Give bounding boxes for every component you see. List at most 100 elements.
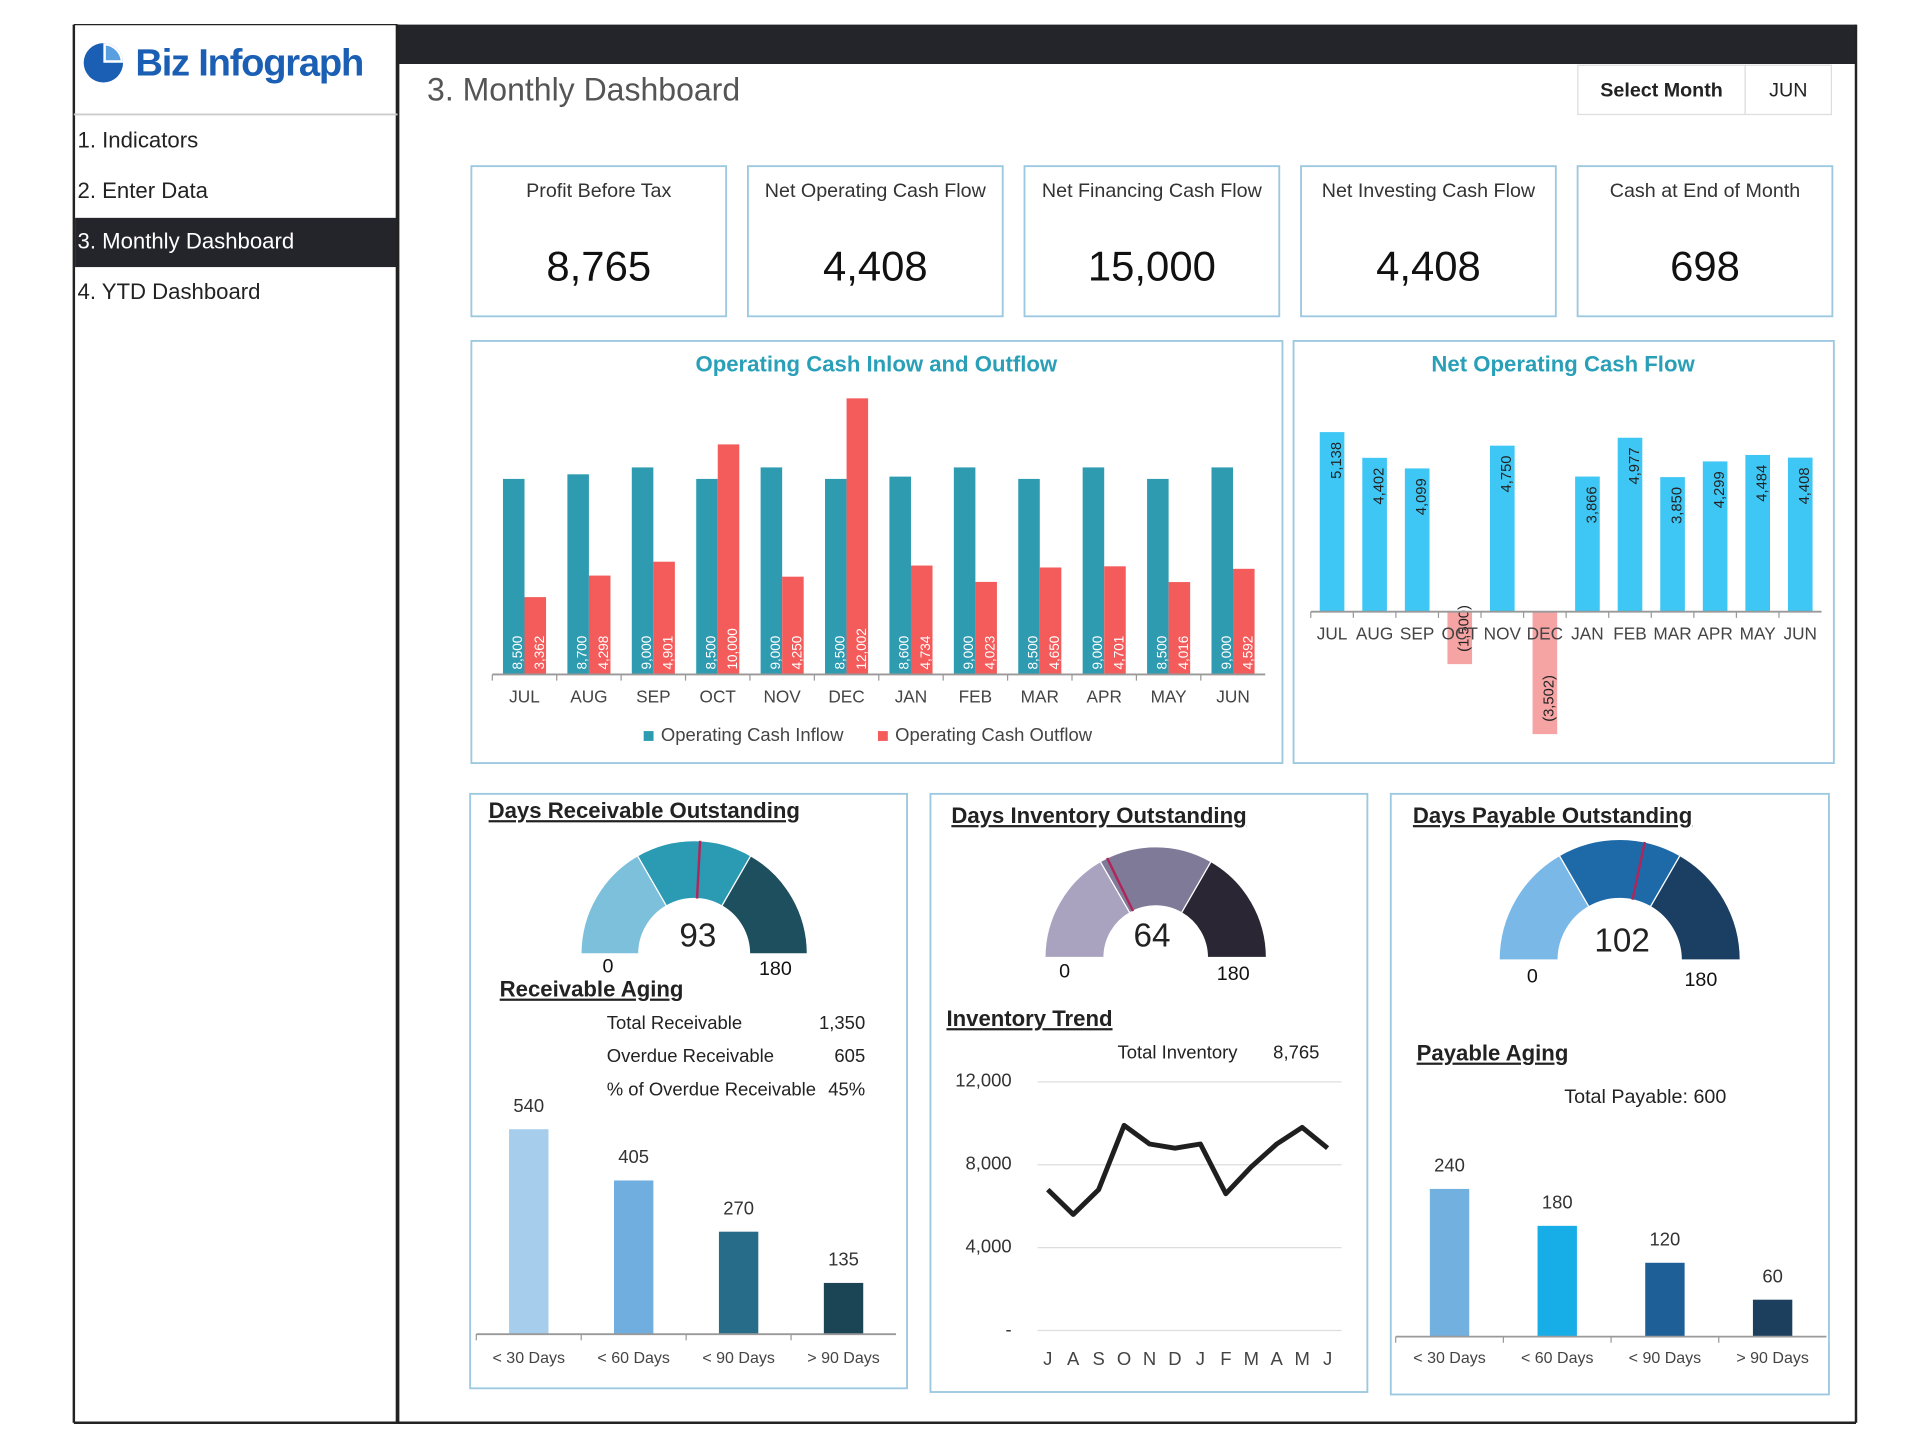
summary-value: 8,765 [1273,1041,1319,1062]
kpi-label: Profit Before Tax [526,180,671,202]
kpi-label: Net Investing Cash Flow [1322,180,1536,202]
x-tick-label: OCT [1442,624,1479,644]
gauge-value: 64 [1134,918,1171,955]
summary-value: 605 [834,1045,865,1066]
legend-label: Operating Cash Inflow [661,724,844,745]
gauge-tick-label: 180 [759,958,792,980]
kpi-card [747,165,1004,318]
bar [509,1129,549,1335]
bar [975,581,997,675]
nav-item[interactable]: 4. YTD Dashboard [78,279,261,304]
bar [717,444,740,675]
summary-label: Overdue Receivable [607,1045,774,1066]
chart-title: Net Operating Cash Flow [1431,351,1695,376]
kpi-label: Net Operating Cash Flow [765,180,987,202]
value-label: 4,701 [1111,636,1126,670]
value-label: 4,298 [596,636,611,670]
chart-subtitle: Total Payable: 600 [1564,1086,1726,1108]
bar [614,1180,654,1335]
x-tick-label: MAY [1151,686,1188,706]
panel [1389,792,1830,1396]
x-tick-label: SEP [1400,624,1434,644]
value-label: 9,000 [1219,636,1234,670]
panel [929,792,1369,1393]
x-tick-label: OCT [700,686,737,706]
chart-title: Payable Aging [1417,1041,1569,1066]
nav-label[interactable]: 2. Enter Data [78,178,209,203]
selector-value[interactable]: JUN [1769,79,1807,101]
bar [760,467,783,675]
nav-item[interactable]: 3. Monthly Dashboard [75,217,397,268]
bar [1039,567,1062,675]
gauge-needle [1631,841,1646,901]
x-tick-label: APR [1087,686,1122,706]
value-label: 240 [1434,1155,1465,1176]
month-selector[interactable]: Select Month JUN [1577,64,1832,116]
bar [1702,461,1728,612]
bar [588,575,611,675]
x-tick-label: DEC [1527,624,1563,644]
x-tick-label: AUG [1356,624,1393,644]
kpi-card [1300,165,1557,318]
nav-label[interactable]: 3. Monthly Dashboard [78,228,295,253]
x-tick-label: D [1168,1348,1181,1369]
x-tick-label: < 90 Days [1629,1350,1701,1367]
bar [1787,457,1813,612]
nav-label[interactable]: 4. YTD Dashboard [78,279,261,304]
bar [1447,611,1473,665]
value-label: (1,500) [1457,605,1473,652]
panel [470,340,1284,764]
gauge-band [1180,860,1268,959]
selector-value-box[interactable] [1744,64,1832,116]
bar [1147,478,1169,675]
gauge-band [1649,854,1741,961]
nav-item[interactable]: 1. Indicators [78,127,199,152]
bar [1211,467,1234,675]
bar [718,1231,759,1335]
x-tick-label: MAR [1021,686,1059,706]
value-label: 5,138 [1329,442,1345,479]
nav-label[interactable]: 1. Indicators [78,127,199,152]
x-tick-label: M [1294,1348,1309,1369]
value-label: 4,977 [1627,448,1643,485]
x-tick-label: JAN [895,686,928,706]
kpi-label: Cash at End of Month [1610,180,1800,202]
value-label: 4,734 [918,635,933,669]
x-tick-label: > 90 Days [1736,1350,1808,1367]
bar [1168,582,1191,675]
logo-icon [83,43,124,83]
kpi-card [1023,165,1281,318]
x-tick-label: JUN [1784,624,1817,644]
value-label: 8,500 [832,636,847,670]
value-label: 4,484 [1755,465,1771,502]
brand: Biz Infograph [135,41,363,84]
nav-item[interactable]: 2. Enter Data [78,178,209,203]
value-label: 120 [1650,1228,1681,1249]
bar [1645,1262,1685,1337]
bar [889,476,911,675]
value-label: 4,650 [1047,636,1062,670]
gauge-tick-label: 0 [603,956,614,978]
value-label: 8,500 [1026,636,1041,670]
bar [1745,454,1770,612]
bar [1752,1299,1793,1337]
nav-highlight [75,217,397,268]
gauge-needle [695,840,702,899]
x-tick-label: FEB [959,686,993,706]
gauge-tick-label: 0 [1059,961,1070,983]
panel [469,792,908,1390]
value-label: 270 [723,1197,754,1218]
x-tick-label: APR [1697,624,1732,644]
value-label: 9,000 [768,636,783,670]
value-label: 180 [1542,1192,1573,1213]
value-label: 4,750 [1499,456,1515,493]
value-label: 3,850 [1669,487,1685,524]
y-tick-label: 8,000 [966,1153,1012,1174]
value-label: 4,592 [1240,636,1255,670]
bar [1537,1225,1577,1337]
x-tick-label: JUL [509,686,540,706]
selector-label-box [1577,64,1746,116]
value-label: 9,000 [639,636,654,670]
bar [1404,468,1430,612]
